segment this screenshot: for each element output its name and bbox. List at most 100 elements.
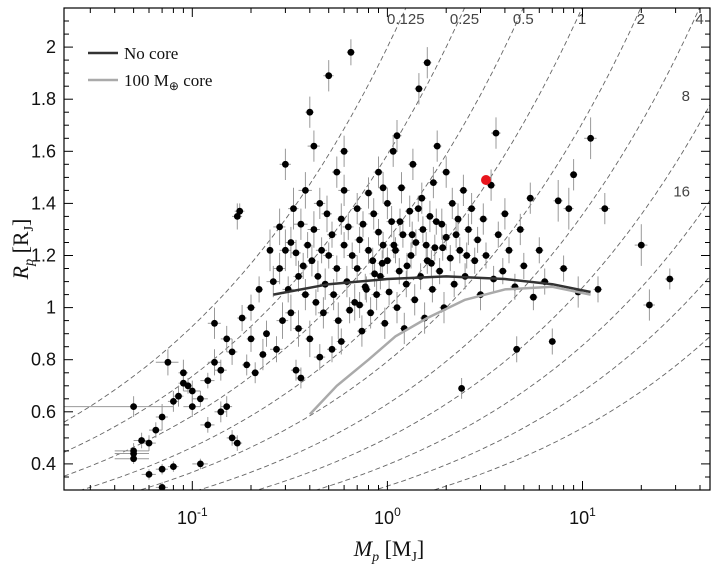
data-point-61 [302,291,309,298]
data-point-63 [304,241,311,249]
data-point-27 [217,366,225,374]
x-axis: 10-1 100 101 [89,8,701,528]
x-tick-label-2: 101 [569,505,596,528]
data-point-147 [460,187,467,194]
data-point-175 [570,171,577,179]
data-point-50 [282,160,289,168]
data-point-146 [458,385,465,392]
data-point-201 [452,231,460,239]
data-point-145 [456,246,464,254]
y-tick-label-5: 1.4 [31,193,56,213]
data-point-22 [204,377,212,384]
density-label-7: 16 [673,183,690,200]
data-point-4 [138,437,146,444]
data-point-113 [393,304,401,311]
data-point-151 [471,257,479,265]
data-point-40 [255,286,263,293]
data-point-172 [554,197,562,205]
density-label-4: 2 [637,11,645,28]
data-point-20 [197,460,204,468]
density-lines [64,8,710,490]
data-point-115 [398,184,405,192]
data-point-203 [379,184,387,192]
data-point-86 [344,223,352,231]
data-point-81 [334,317,342,324]
density-label-5: 4 [695,11,703,28]
data-point-62 [302,187,309,194]
data-point-91 [353,265,361,272]
data-point-197 [422,241,430,249]
data-point-65 [306,108,314,116]
data-point-154 [479,215,487,223]
data-point-114 [395,267,403,275]
data-point-167 [526,194,534,202]
data-point-56 [292,366,300,374]
data-point-134 [431,244,439,252]
data-point-155 [482,252,490,259]
y-tick-label-4: 1.2 [31,246,56,266]
data-point-204 [393,132,401,140]
data-point-177 [587,134,594,142]
data-point-123 [412,239,420,246]
data-point-160 [499,267,507,275]
data-points [130,48,674,490]
data-point-169 [535,246,543,254]
data-point-193 [396,218,404,226]
data-point-183 [297,374,305,382]
data-point-41 [259,351,267,358]
data-point-206 [310,142,318,150]
data-point-54 [290,205,297,213]
data-point-199 [432,218,440,226]
data-point-96 [365,189,372,197]
data-point-103 [375,168,382,176]
data-point-159 [494,231,502,239]
data-point-119 [406,207,414,215]
data-point-33 [233,439,241,447]
data-point-120 [407,252,415,259]
data-point-36 [243,361,251,369]
density-label-6: 8 [682,88,690,105]
data-point-132 [429,286,436,293]
data-point-121 [409,160,417,168]
density-line-6 [256,104,710,490]
data-point-44 [269,278,277,285]
data-point-29 [223,403,231,410]
density-line-7 [314,200,710,490]
data-point-94 [359,220,367,228]
data-point-82 [337,215,345,223]
data-point-21 [197,395,204,403]
data-point-179 [601,205,609,213]
highlight-point [481,175,491,185]
data-point-35 [238,314,246,322]
data-point-23 [204,421,212,429]
data-point-97 [365,246,372,254]
data-point-164 [513,345,521,353]
model-curve-1 [308,285,591,416]
data-point-141 [446,254,454,262]
data-point-58 [295,325,302,332]
data-point-101 [373,291,380,298]
data-point-77 [328,231,336,239]
data-point-150 [468,205,475,213]
y-tick-label-2: 0.8 [31,350,56,370]
data-point-17 [184,382,192,390]
data-point-139 [442,233,450,241]
data-point-19 [188,403,196,410]
data-point-124 [415,85,423,93]
data-point-12 [170,463,177,470]
density-label-2: 0.5 [513,11,534,28]
data-point-165 [516,226,524,233]
data-point-168 [530,293,537,301]
data-point-76 [325,72,333,80]
data-point-93 [358,327,366,335]
data-point-144 [454,215,462,223]
data-point-92 [356,236,363,244]
data-point-143 [450,280,458,288]
data-point-43 [266,246,274,254]
data-point-59 [297,220,305,228]
data-point-112 [392,246,399,254]
y-tick-label-6: 1.6 [31,141,56,161]
data-point-180 [637,241,645,249]
data-point-53 [287,239,295,246]
data-point-78 [330,291,337,298]
